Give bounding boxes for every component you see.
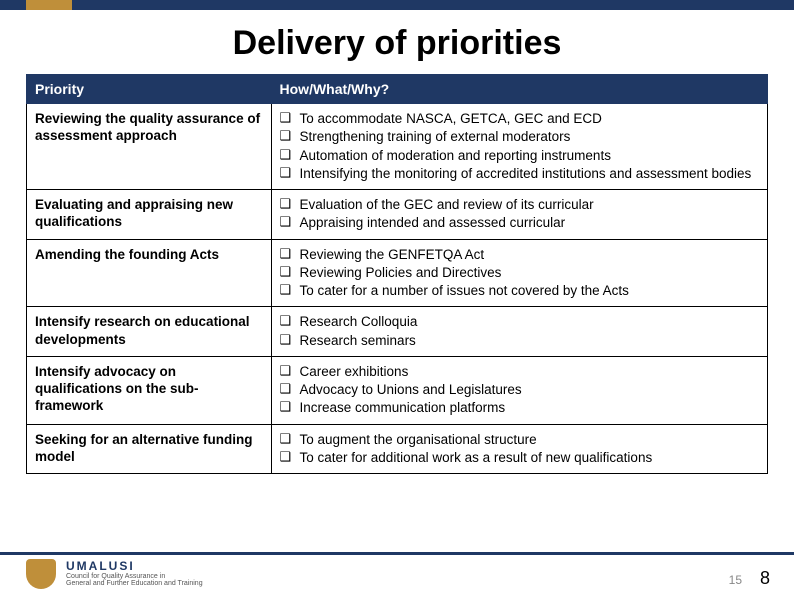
details-cell: Research Colloquia Research seminars <box>271 307 767 357</box>
slide-title: Delivery of priorities <box>0 24 794 63</box>
logo: UMALUSI Council for Quality Assurance in… <box>26 559 203 589</box>
table-row: Evaluating and appraising new qualificat… <box>27 190 768 240</box>
bullet-item: Career exhibitions <box>280 363 759 380</box>
bullet-item: To augment the organisational structure <box>280 431 759 448</box>
bullet-item: To cater for a number of issues not cove… <box>280 282 759 299</box>
header-details: How/What/Why? <box>271 75 767 104</box>
page-number-large: 8 <box>760 568 770 589</box>
logo-subtitle-2: General and Further Education and Traini… <box>66 580 203 587</box>
table-row: Intensify research on educational develo… <box>27 307 768 357</box>
bullet-list: Research Colloquia Research seminars <box>280 313 759 349</box>
table-row: Reviewing the quality assurance of asses… <box>27 104 768 190</box>
details-cell: Reviewing the GENFETQA ActReviewing Poli… <box>271 239 767 307</box>
details-cell: Career exhibitionsAdvocacy to Unions and… <box>271 356 767 424</box>
priority-cell: Intensify advocacy on qualifications on … <box>27 356 272 424</box>
priority-cell: Amending the founding Acts <box>27 239 272 307</box>
bullet-item: To cater for additional work as a result… <box>280 449 759 466</box>
table-row: Seeking for an alternative funding model… <box>27 424 768 474</box>
bullet-item: Advocacy to Unions and Legislatures <box>280 381 759 398</box>
details-cell: To augment the organisational structureT… <box>271 424 767 474</box>
priority-cell: Reviewing the quality assurance of asses… <box>27 104 272 190</box>
bullet-item: Evaluation of the GEC and review of its … <box>280 196 759 213</box>
priority-cell: Evaluating and appraising new qualificat… <box>27 190 272 240</box>
header-priority: Priority <box>27 75 272 104</box>
logo-name: UMALUSI <box>66 560 203 573</box>
top-bar <box>0 0 794 10</box>
bullet-item: To accommodate NASCA, GETCA, GEC and ECD <box>280 110 759 127</box>
logo-shield-icon <box>26 559 56 589</box>
bullet-item: Reviewing Policies and Directives <box>280 264 759 281</box>
logo-subtitle-1: Council for Quality Assurance in <box>66 573 203 580</box>
bullet-item: Reviewing the GENFETQA Act <box>280 246 759 263</box>
accent-gold-bar <box>26 0 72 10</box>
priority-cell: Seeking for an alternative funding model <box>27 424 272 474</box>
bullet-list: Reviewing the GENFETQA ActReviewing Poli… <box>280 246 759 300</box>
bullet-list: Career exhibitionsAdvocacy to Unions and… <box>280 363 759 417</box>
bullet-item: Intensifying the monitoring of accredite… <box>280 165 759 182</box>
bullet-item: Increase communication platforms <box>280 399 759 416</box>
logo-text: UMALUSI Council for Quality Assurance in… <box>66 560 203 587</box>
details-cell: To accommodate NASCA, GETCA, GEC and ECD… <box>271 104 767 190</box>
page-number-small: 15 <box>729 573 742 587</box>
bullet-item: Research Colloquia <box>280 313 759 330</box>
priorities-table: Priority How/What/Why? Reviewing the qua… <box>26 74 768 474</box>
bullet-item: Strengthening training of external moder… <box>280 128 759 145</box>
bullet-item: Appraising intended and assessed curricu… <box>280 214 759 231</box>
footer-divider <box>0 552 794 555</box>
bullet-item: Research seminars <box>280 332 759 349</box>
table-header-row: Priority How/What/Why? <box>27 75 768 104</box>
bullet-list: To augment the organisational structureT… <box>280 431 759 467</box>
bullet-item: Automation of moderation and reporting i… <box>280 147 759 164</box>
bullet-list: Evaluation of the GEC and review of its … <box>280 196 759 232</box>
details-cell: Evaluation of the GEC and review of its … <box>271 190 767 240</box>
table-row: Intensify advocacy on qualifications on … <box>27 356 768 424</box>
priority-cell: Intensify research on educational develo… <box>27 307 272 357</box>
bullet-list: To accommodate NASCA, GETCA, GEC and ECD… <box>280 110 759 182</box>
priorities-table-wrap: Priority How/What/Why? Reviewing the qua… <box>26 74 768 474</box>
table-row: Amending the founding ActsReviewing the … <box>27 239 768 307</box>
